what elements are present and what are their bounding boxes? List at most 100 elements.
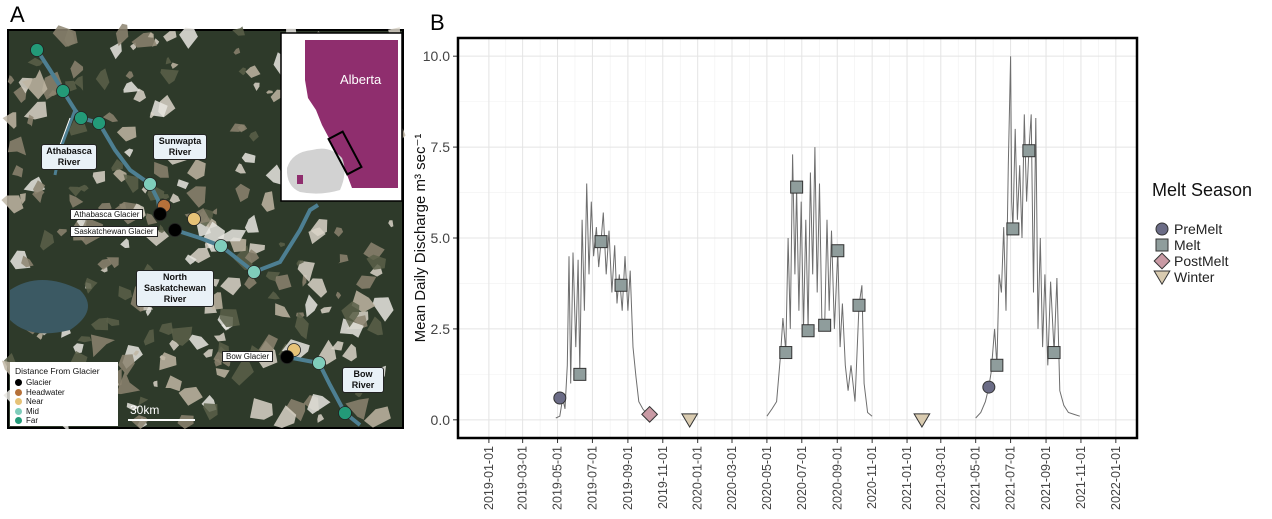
map-label: North Saskatchewan River xyxy=(136,270,214,307)
terrain-patch xyxy=(249,131,259,142)
terrain-patch xyxy=(203,403,218,421)
season-marker xyxy=(641,405,659,423)
terrain-patch xyxy=(250,398,273,420)
terrain-patch xyxy=(21,69,48,100)
x-tick-label: 2019-03-01 xyxy=(516,446,530,510)
site-point xyxy=(74,111,88,125)
terrain-patch xyxy=(20,193,26,205)
y-tick-label: 7.5 xyxy=(431,139,451,155)
legend-label: Winter xyxy=(1174,269,1215,285)
alberta-locator xyxy=(297,175,303,184)
terrain-patch xyxy=(244,249,260,264)
x-tick-label: 2020-07-01 xyxy=(795,446,809,510)
terrain-patch xyxy=(170,62,179,69)
terrain-patch xyxy=(143,329,155,346)
terrain-patch xyxy=(123,81,141,93)
terrain-patch xyxy=(215,368,230,378)
terrain-patch xyxy=(153,380,158,387)
terrain-patch xyxy=(52,25,78,47)
terrain-patch xyxy=(163,31,177,42)
terrain-patch xyxy=(165,375,182,392)
site-point xyxy=(338,406,352,420)
season-marker xyxy=(779,346,793,360)
terrain-patch xyxy=(158,224,165,233)
river xyxy=(174,203,320,275)
x-tick-label: 2019-05-01 xyxy=(551,446,565,510)
y-tick-label: 0.0 xyxy=(431,412,451,428)
x-tick-label: 2019-01-01 xyxy=(482,446,496,510)
terrain-patch xyxy=(203,349,213,358)
x-tick-label: 2020-11-01 xyxy=(865,446,879,509)
terrain-patch xyxy=(21,255,34,268)
terrain-patch xyxy=(36,332,44,340)
legend-label: Melt xyxy=(1174,237,1201,253)
season-marker xyxy=(594,235,608,249)
terrain-patch xyxy=(70,60,84,79)
map-legend-title: Distance From Glacier xyxy=(15,366,100,376)
terrain-patch xyxy=(84,277,98,294)
leader-line xyxy=(59,117,71,146)
site-point xyxy=(312,356,326,370)
terrain-patch xyxy=(12,165,24,178)
map-label: Bow River xyxy=(342,367,384,393)
terrain-patch xyxy=(241,152,256,163)
terrain-patch xyxy=(339,318,364,338)
site-point xyxy=(56,84,70,98)
terrain-patch xyxy=(176,179,189,190)
terrain-patch xyxy=(159,322,174,335)
terrain-patch xyxy=(2,112,17,129)
terrain-patch xyxy=(185,254,197,265)
terrain-patch xyxy=(232,26,245,36)
terrain-patch xyxy=(342,343,357,362)
terrain-patch xyxy=(367,316,383,336)
alberta-shape xyxy=(305,40,398,188)
terrain-patch xyxy=(231,359,254,386)
terrain-patch xyxy=(116,371,141,395)
terrain-patch xyxy=(160,69,179,85)
terrain-patch xyxy=(138,396,149,406)
terrain-patch xyxy=(294,312,309,340)
terrain-patch xyxy=(307,278,328,298)
terrain-patch xyxy=(147,32,154,38)
map-legend-item: Far xyxy=(15,416,113,426)
map-legend-swatch xyxy=(15,407,22,415)
terrain-patch xyxy=(115,23,129,47)
terrain-patch xyxy=(238,67,246,76)
map-legend-swatch xyxy=(15,379,22,387)
x-tick-label: 2019-09-01 xyxy=(621,446,635,510)
terrain-patch xyxy=(7,75,15,85)
x-tick-label: 2021-05-01 xyxy=(969,446,983,510)
site-point xyxy=(280,350,294,364)
terrain-patch xyxy=(237,124,248,133)
season-marker xyxy=(913,413,931,429)
map-label: Saskatchewan Glacier xyxy=(70,226,158,237)
terrain-patch xyxy=(335,291,342,300)
season-marker xyxy=(982,380,996,394)
x-tick-label: 2022-01-01 xyxy=(1109,446,1123,510)
terrain-patch xyxy=(331,341,344,351)
site-point xyxy=(92,116,106,130)
terrain-patch xyxy=(364,406,391,428)
terrain-patch xyxy=(178,386,203,406)
terrain-patch xyxy=(261,191,275,212)
terrain-patch xyxy=(33,180,46,195)
terrain-patch xyxy=(118,354,135,376)
terrain-patch xyxy=(275,303,291,318)
terrain-patch xyxy=(149,111,155,119)
plot-border xyxy=(456,36,1139,440)
discharge-line xyxy=(555,56,1080,419)
season-marker xyxy=(990,358,1004,372)
terrain-patch xyxy=(296,260,304,266)
site-point xyxy=(187,212,201,226)
terrain-patch xyxy=(307,394,331,415)
terrain-patch xyxy=(244,214,259,233)
terrain-patch xyxy=(69,194,84,208)
terrain-patch xyxy=(317,414,325,423)
site-point xyxy=(153,207,167,221)
y-tick-label: 2.5 xyxy=(431,321,451,337)
terrain-patch xyxy=(118,285,133,301)
terrain-patch xyxy=(169,193,181,204)
terrain-patch xyxy=(233,245,254,270)
x-tick-label: 2019-07-01 xyxy=(585,446,599,510)
legend-swatch xyxy=(1155,222,1169,236)
